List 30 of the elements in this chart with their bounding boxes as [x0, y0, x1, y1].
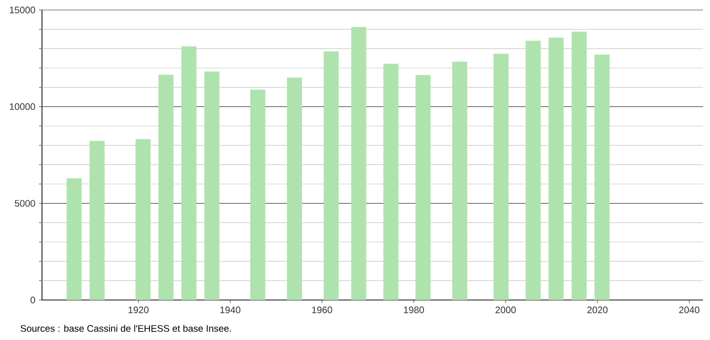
- y-tick-label: 5000: [14, 200, 36, 207]
- y-tick-label: 10000: [10, 103, 36, 110]
- bar: [181, 46, 196, 300]
- x-tick-label: 1980: [404, 306, 424, 314]
- x-tick-label: 1920: [128, 306, 149, 314]
- bar: [90, 140, 105, 300]
- bar: [158, 74, 174, 300]
- bar: [204, 71, 220, 300]
- y-tick-label: 15000: [10, 6, 36, 14]
- bar: [452, 62, 468, 300]
- bar: [526, 40, 541, 300]
- bar: [572, 32, 587, 300]
- bar: [286, 78, 302, 300]
- bar: [594, 54, 610, 300]
- bar: [494, 54, 509, 300]
- x-tick-label: 2040: [679, 306, 700, 314]
- bar: [383, 64, 398, 300]
- bar: [351, 27, 366, 300]
- x-tick-label: 2020: [587, 306, 608, 314]
- bar: [250, 90, 266, 300]
- x-tick-label: 1960: [312, 306, 332, 314]
- bar: [548, 38, 564, 300]
- source-note: Sources : base Cassini de l'EHESS et base Insee.: [20, 324, 231, 332]
- bar: [135, 139, 150, 300]
- x-tick-label: 2000: [496, 306, 516, 314]
- x-tick-label: 1940: [220, 306, 240, 314]
- bar: [415, 74, 430, 300]
- bar: [324, 51, 339, 300]
- y-tick-label: 0: [30, 296, 36, 304]
- bar: [66, 178, 82, 300]
